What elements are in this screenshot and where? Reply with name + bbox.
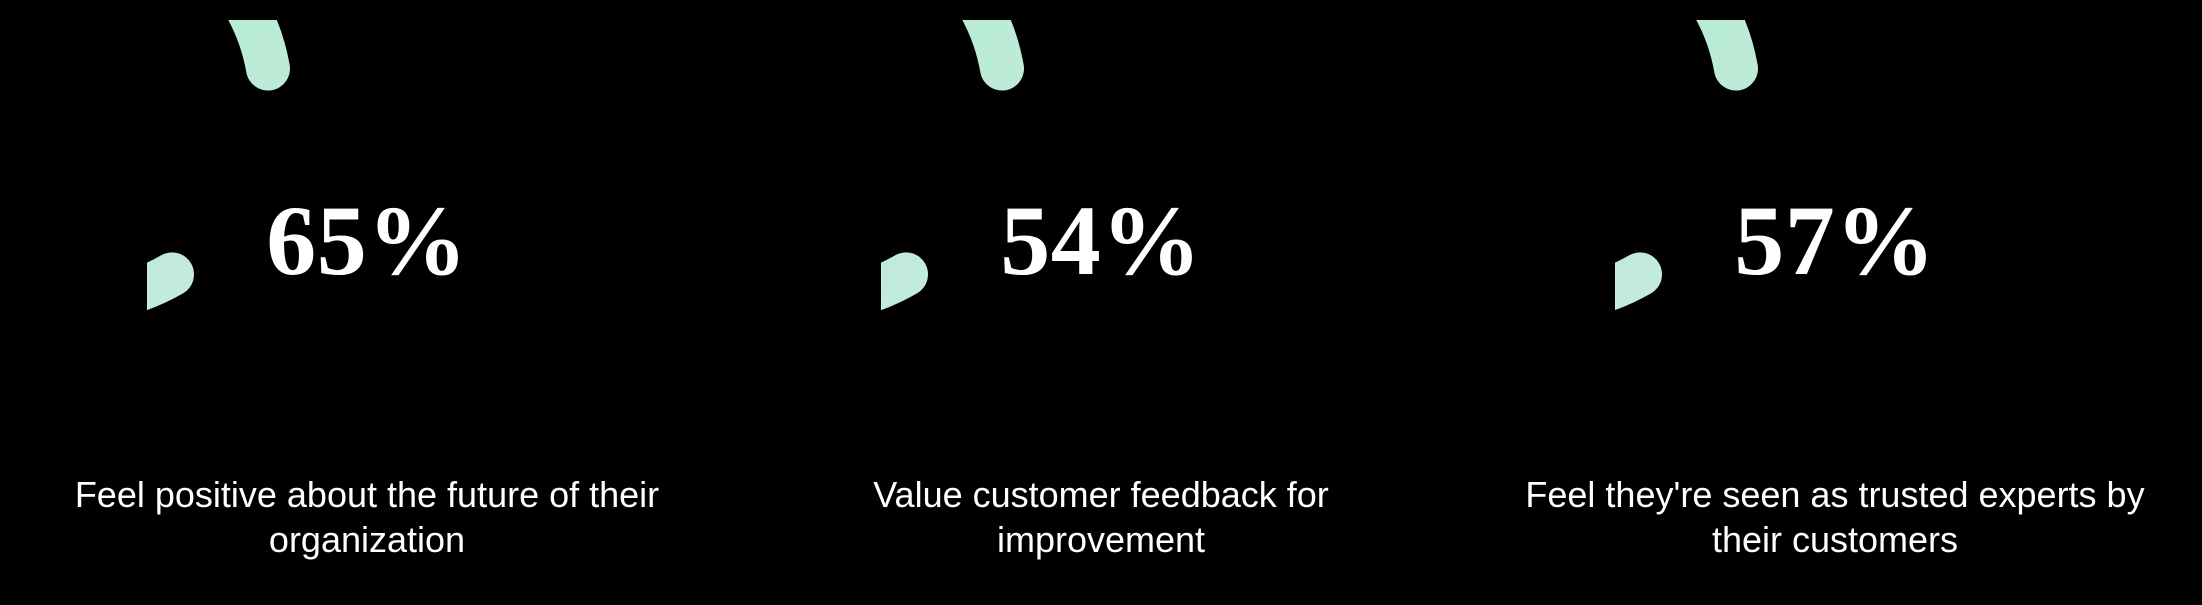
metric-value-feedback: 54% Value customer feedback for improvem…: [734, 0, 1468, 562]
caption-positive-future: Feel positive about the future of their …: [47, 472, 687, 562]
pct-label-value-feedback: 54%: [881, 20, 1321, 460]
donut-trusted-experts: 57%: [1615, 20, 2055, 460]
caption-value-feedback: Value customer feedback for improvement: [781, 472, 1421, 562]
caption-trusted-experts: Feel they're seen as trusted experts by …: [1515, 472, 2155, 562]
donut-positive-future: 65%: [147, 20, 587, 460]
donut-value-feedback: 54%: [881, 20, 1321, 460]
metric-positive-future: 65% Feel positive about the future of th…: [0, 0, 734, 562]
metric-trusted-experts: 57% Feel they're seen as trusted experts…: [1468, 0, 2202, 562]
pct-label-positive-future: 65%: [147, 20, 587, 460]
metrics-row: 65% Feel positive about the future of th…: [0, 0, 2202, 605]
pct-label-trusted-experts: 57%: [1615, 20, 2055, 460]
